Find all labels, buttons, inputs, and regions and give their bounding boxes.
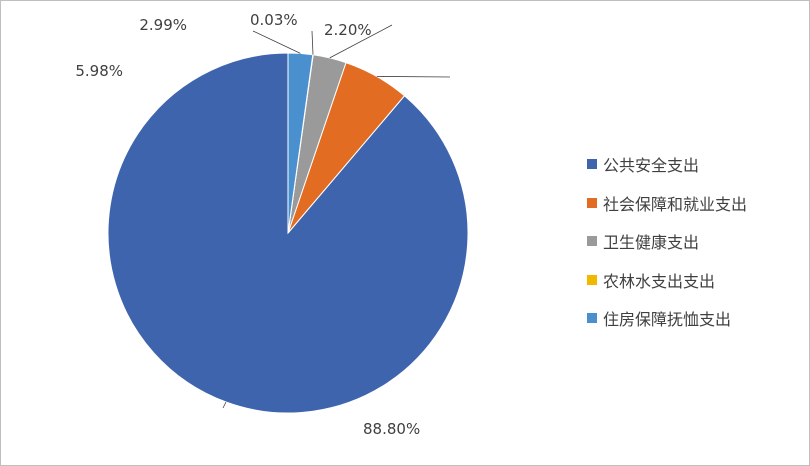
pie-slice xyxy=(287,52,314,234)
legend-item: 农林水支出支出 xyxy=(587,261,802,300)
legend-item: 卫生健康支出 xyxy=(587,222,802,261)
leader-line xyxy=(376,76,451,78)
legend-item: 住房保障抚恤支出 xyxy=(587,299,802,338)
leader-line xyxy=(252,30,301,54)
legend-label: 住房保障抚恤支出 xyxy=(603,310,732,330)
leader-line xyxy=(311,30,314,55)
legend-swatch xyxy=(587,313,597,324)
leader-lines xyxy=(222,24,451,409)
legend-swatch xyxy=(587,159,597,170)
legend-swatch xyxy=(587,274,597,285)
legend: 公共安全支出 社会保障和就业支出 卫生健康支出 农林水支出支出 住房保障抚恤支出 xyxy=(587,145,802,338)
legend-label: 社会保障和就业支出 xyxy=(603,194,748,214)
legend-swatch xyxy=(587,236,597,247)
legend-item: 社会保障和就业支出 xyxy=(587,184,802,223)
data-label: 0.03% xyxy=(250,11,298,29)
data-label: 2.99% xyxy=(139,16,187,34)
data-label: 88.80% xyxy=(363,420,420,438)
legend-label: 农林水支出支出 xyxy=(603,271,716,291)
leader-line xyxy=(222,401,227,409)
legend-item: 公共安全支出 xyxy=(587,145,802,184)
legend-label: 公共安全支出 xyxy=(603,156,700,176)
leader-line xyxy=(329,24,393,59)
legend-swatch xyxy=(587,197,597,208)
data-labels: 88.80% 5.98% 2.99% 0.03% 2.20% xyxy=(75,11,420,438)
legend-label: 卫生健康支出 xyxy=(603,233,700,253)
data-label: 5.98% xyxy=(75,62,123,80)
data-label: 2.20% xyxy=(324,21,372,39)
pie-slices xyxy=(107,52,469,414)
